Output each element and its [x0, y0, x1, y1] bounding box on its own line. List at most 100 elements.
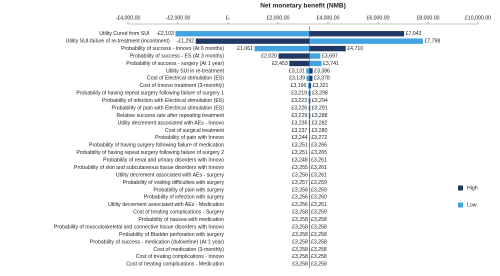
- value-label: £3,131: [289, 68, 305, 74]
- category-label: Probability of having surgery following …: [89, 143, 224, 149]
- value-label: £3,298: [312, 91, 328, 97]
- bar: [196, 38, 310, 43]
- value-label: £3,256: [292, 202, 308, 208]
- value-label: -£1,292: [177, 39, 195, 45]
- category-label: Cost of Electrical stimulation (ES): [147, 76, 224, 82]
- value-label: £3,258: [311, 232, 327, 238]
- category-label: Probability of infection with surgery: [144, 195, 225, 201]
- value-label: £3,259: [311, 180, 327, 186]
- value-label: £3,244: [292, 135, 308, 141]
- bar: [309, 46, 345, 51]
- x-tick-label: £4,000.00: [316, 15, 339, 21]
- x-tick-label: -£2,000.00: [166, 15, 191, 21]
- value-label: £3,223: [291, 98, 307, 104]
- value-label: £3,288: [312, 113, 328, 119]
- value-label: £3,257: [292, 180, 308, 186]
- value-label: £3,258: [311, 217, 327, 223]
- value-label: £3,272: [311, 135, 327, 141]
- legend-swatch: [458, 186, 463, 191]
- legend-swatch: [458, 203, 463, 208]
- category-label: Probability of success - medication (dul…: [90, 239, 224, 245]
- bar: [309, 68, 312, 73]
- value-label: £3,256: [292, 172, 308, 178]
- category-label: Utility decrement associated with AEs - …: [118, 120, 225, 126]
- value-label: £4,710: [347, 46, 363, 52]
- value-label: £3,265: [311, 150, 327, 156]
- category-label: Probability of pain with Electrical stim…: [112, 105, 225, 111]
- value-label: £3,258: [292, 247, 308, 253]
- value-label: £3,258: [292, 224, 308, 230]
- category-label: Probability of voiding difficulties with…: [123, 180, 225, 186]
- category-label: Probability of success - Innovo (At 6 mo…: [121, 46, 224, 52]
- value-label: £3,258: [292, 232, 308, 238]
- category-label: Probability of pain with Innovo: [155, 135, 224, 141]
- category-label: Probability of renal and urinary disorde…: [103, 158, 224, 164]
- category-label: Utility decrement associated with AEs - …: [116, 172, 225, 178]
- category-label: Cost of treating complications - Medicat…: [126, 262, 224, 268]
- value-label: £3,229: [291, 113, 307, 119]
- value-label: £3,291: [312, 105, 328, 111]
- category-label: Probability of Bladder perforation with …: [119, 232, 224, 238]
- category-label: Probability of nausea with medication: [138, 217, 224, 223]
- value-label: £3,260: [311, 195, 327, 201]
- category-label: Cost of treating complications - Surgery: [133, 210, 224, 216]
- value-label: £2,020: [261, 53, 277, 59]
- value-label: £3,196: [291, 83, 307, 89]
- axis-title: Net monetary benefit (NMB): [260, 3, 346, 10]
- value-label: £3,280: [312, 128, 328, 134]
- bar: [289, 61, 309, 66]
- x-tick-label: £6,000.00: [366, 15, 389, 21]
- value-label: £1,061: [237, 46, 253, 52]
- category-label: Probability of having repeat surgery fol…: [76, 91, 224, 97]
- value-label: £3,256: [292, 187, 308, 193]
- category-label: Cost of medication (3-monthly): [153, 247, 224, 253]
- value-label: £3,139: [289, 76, 305, 82]
- value-label: £3,251: [292, 143, 308, 149]
- x-tick-label: £8,000.00: [416, 15, 439, 21]
- value-label: £3,226: [291, 105, 307, 111]
- value-label: £3,219: [291, 91, 307, 97]
- value-label: £3,258: [292, 254, 308, 260]
- value-label: £3,259: [311, 187, 327, 193]
- value-label: £3,282: [312, 120, 328, 126]
- value-label: £3,258: [292, 262, 308, 268]
- value-label: £3,251: [292, 150, 308, 156]
- category-label: Probability of success - surgery (At 1 y…: [126, 61, 224, 67]
- value-label: £3,258: [311, 254, 327, 260]
- x-tick-label: £-: [226, 15, 231, 21]
- value-label: £3,237: [292, 128, 308, 134]
- value-label: £3,258: [311, 247, 327, 253]
- value-label: £3,258: [311, 224, 327, 230]
- value-label: -£2,103: [156, 31, 174, 37]
- value-label: £3,261: [311, 165, 327, 171]
- x-tick-label: £2,000.00: [266, 15, 289, 21]
- bar: [309, 53, 320, 58]
- category-label: Probability of infection with Electrical…: [102, 98, 224, 104]
- value-label: £3,697: [322, 53, 338, 59]
- value-label: £7,043: [406, 31, 422, 37]
- category-label: Probability of skin and subcutaneous tis…: [74, 165, 224, 171]
- value-label: £3,258: [311, 239, 327, 245]
- category-label: Probability of pain with surgery: [153, 187, 224, 193]
- legend-label: High: [467, 185, 478, 191]
- category-label: Cost of Innovo treatment (3-monthly): [140, 83, 225, 89]
- bar: [309, 61, 321, 66]
- value-label: £3,266: [311, 143, 327, 149]
- x-tick-label: -£4,000.00: [116, 15, 141, 21]
- value-label: £3,294: [312, 98, 328, 104]
- value-label: £3,261: [311, 202, 327, 208]
- category-label: Probability of musculoskeletal and conne…: [54, 224, 224, 230]
- bar: [175, 31, 309, 36]
- category-label: Utility Cured from SUI: [99, 31, 149, 37]
- value-label: £3,741: [323, 61, 339, 67]
- category-label: Utility decrement associated with AEs - …: [108, 202, 224, 208]
- value-label: £3,261: [311, 158, 327, 164]
- value-label: £3,259: [311, 210, 327, 216]
- value-label: £7,798: [424, 39, 440, 45]
- value-label: £3,386: [314, 68, 330, 74]
- category-label: Utility SUI-failure of re-treatment (inc…: [66, 39, 170, 45]
- bar: [255, 46, 310, 51]
- value-label: £2,453: [272, 61, 288, 67]
- value-label: £3,258: [311, 262, 327, 268]
- value-label: £3,248: [292, 158, 308, 164]
